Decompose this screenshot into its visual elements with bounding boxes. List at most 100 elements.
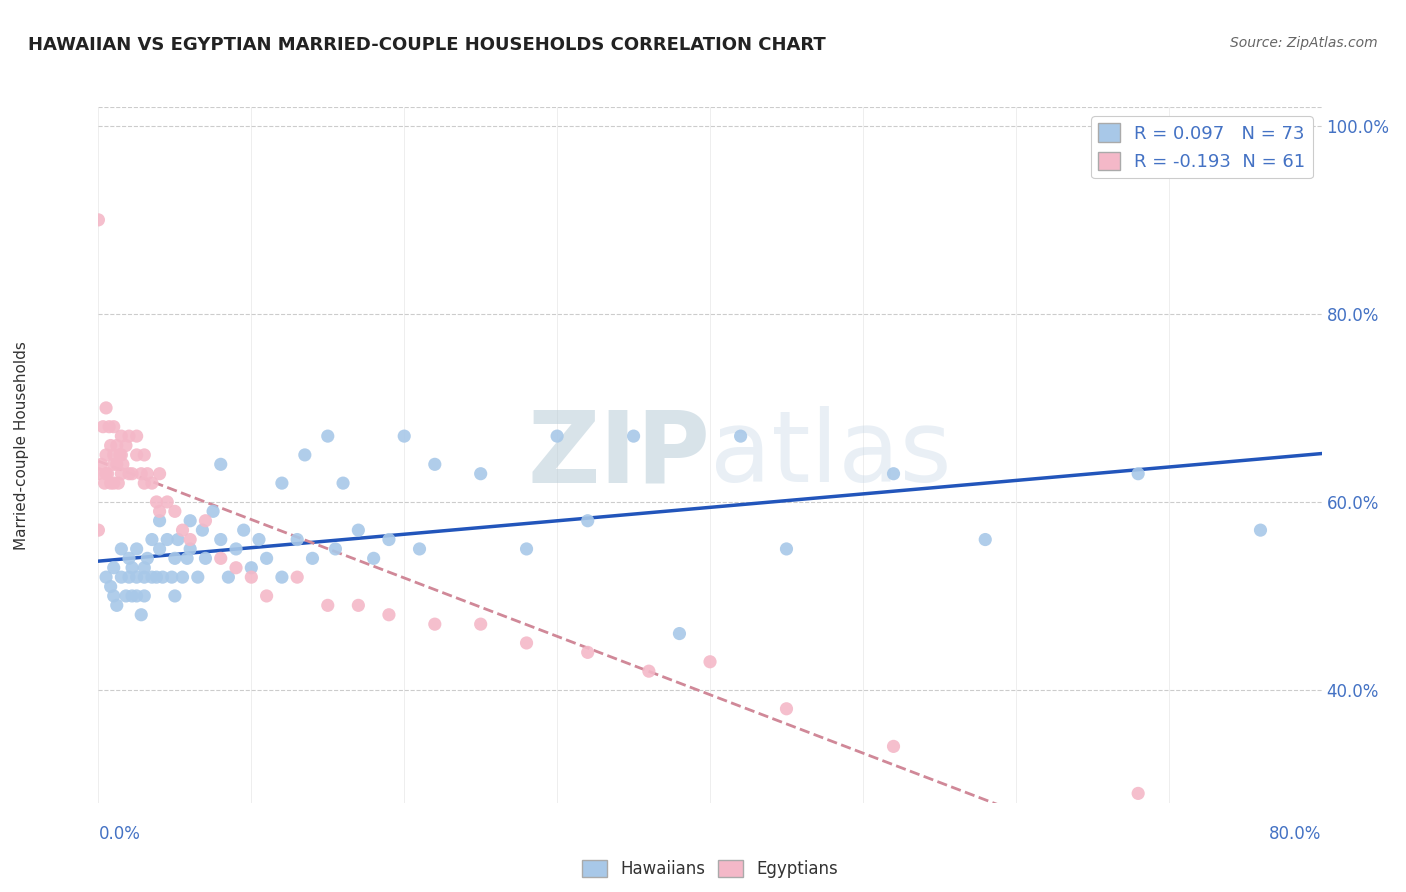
Point xyxy=(232,523,254,537)
Point xyxy=(136,467,159,481)
Point xyxy=(129,607,152,622)
Point xyxy=(546,429,568,443)
Point xyxy=(179,541,201,556)
Point xyxy=(332,476,354,491)
Point xyxy=(209,458,232,472)
Point xyxy=(316,599,339,613)
Point xyxy=(141,476,163,491)
Point xyxy=(225,560,247,574)
Point xyxy=(516,636,538,650)
Point xyxy=(105,458,128,472)
Point xyxy=(176,551,198,566)
Point xyxy=(149,467,172,481)
Point xyxy=(347,523,370,537)
Point xyxy=(118,429,141,443)
Text: HAWAIIAN VS EGYPTIAN MARRIED-COUPLE HOUSEHOLDS CORRELATION CHART: HAWAIIAN VS EGYPTIAN MARRIED-COUPLE HOUS… xyxy=(28,36,825,54)
Point xyxy=(576,514,599,528)
Point xyxy=(125,589,148,603)
Point xyxy=(247,533,270,547)
Point xyxy=(256,589,278,603)
Point xyxy=(94,570,117,584)
Point xyxy=(883,467,905,481)
Point xyxy=(699,655,721,669)
Point xyxy=(316,429,339,443)
Text: ZIP: ZIP xyxy=(527,407,710,503)
Point xyxy=(1249,523,1271,537)
Point xyxy=(136,551,159,566)
Point xyxy=(94,448,117,462)
Point xyxy=(121,589,143,603)
Point xyxy=(87,523,110,537)
Point xyxy=(152,570,174,584)
Point xyxy=(623,429,645,443)
Point xyxy=(94,467,117,481)
Text: atlas: atlas xyxy=(710,407,952,503)
Point xyxy=(163,589,186,603)
Point xyxy=(93,476,115,491)
Point xyxy=(87,212,110,227)
Point xyxy=(347,599,370,613)
Point xyxy=(129,467,152,481)
Point xyxy=(301,551,323,566)
Point xyxy=(202,504,225,518)
Point xyxy=(103,560,125,574)
Point xyxy=(110,467,132,481)
Point xyxy=(108,448,131,462)
Point xyxy=(111,458,134,472)
Point xyxy=(156,495,179,509)
Point xyxy=(217,570,239,584)
Point xyxy=(209,551,232,566)
Point xyxy=(90,458,112,472)
Point xyxy=(225,541,247,556)
Point xyxy=(110,448,132,462)
Point xyxy=(110,570,132,584)
Point xyxy=(325,541,347,556)
Point xyxy=(134,448,156,462)
Point xyxy=(110,541,132,556)
Point xyxy=(209,533,232,547)
Point xyxy=(470,617,492,632)
Point xyxy=(883,739,905,754)
Point xyxy=(194,551,217,566)
Point xyxy=(134,570,156,584)
Point xyxy=(179,514,201,528)
Point xyxy=(294,448,316,462)
Point xyxy=(121,467,143,481)
Point xyxy=(270,570,292,584)
Point xyxy=(240,570,263,584)
Point xyxy=(100,476,122,491)
Point xyxy=(125,429,148,443)
Point xyxy=(103,458,125,472)
Point xyxy=(103,448,125,462)
Point xyxy=(172,570,194,584)
Point xyxy=(125,541,148,556)
Point xyxy=(125,570,148,584)
Point xyxy=(668,626,690,640)
Text: 0.0%: 0.0% xyxy=(98,825,141,843)
Point xyxy=(1128,467,1150,481)
Point xyxy=(145,495,167,509)
Point xyxy=(149,541,172,556)
Point xyxy=(378,607,401,622)
Point xyxy=(256,551,278,566)
Point xyxy=(118,467,141,481)
Point xyxy=(100,580,122,594)
Legend: Hawaiians, Egyptians: Hawaiians, Egyptians xyxy=(575,854,845,885)
Point xyxy=(285,533,308,547)
Point xyxy=(121,560,143,574)
Point xyxy=(115,589,138,603)
Point xyxy=(87,467,110,481)
Point xyxy=(97,467,120,481)
Point xyxy=(270,476,292,491)
Point xyxy=(191,523,214,537)
Text: Source: ZipAtlas.com: Source: ZipAtlas.com xyxy=(1230,36,1378,50)
Point xyxy=(145,570,167,584)
Point xyxy=(1128,786,1150,800)
Point xyxy=(100,438,122,452)
Point xyxy=(105,599,128,613)
Point xyxy=(141,570,163,584)
Point xyxy=(408,541,430,556)
Point xyxy=(118,570,141,584)
Point xyxy=(141,533,163,547)
Point xyxy=(730,429,752,443)
